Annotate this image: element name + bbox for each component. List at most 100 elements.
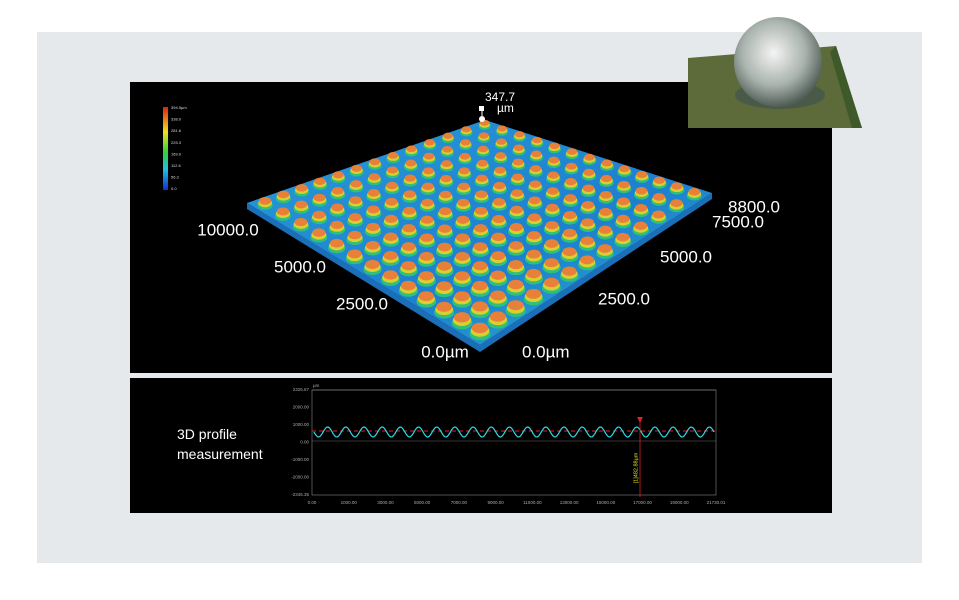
bump-top xyxy=(496,138,507,145)
bump-top xyxy=(514,131,525,138)
x-tick-label: 5000.00 xyxy=(414,500,431,505)
bump-top xyxy=(546,187,559,195)
bump-top xyxy=(526,249,541,259)
bump-top xyxy=(545,239,559,248)
bump-top xyxy=(454,291,470,302)
bump-top xyxy=(421,198,434,207)
bump-top xyxy=(475,190,488,198)
bump-top xyxy=(437,242,452,252)
bump-top xyxy=(477,159,488,167)
bump-top xyxy=(418,291,434,302)
bump-top xyxy=(441,160,453,167)
bump-top xyxy=(366,222,380,232)
bump-top xyxy=(636,170,648,179)
bump-top xyxy=(458,182,470,191)
bump-top xyxy=(294,217,308,227)
x-tick-label: 9000.00 xyxy=(487,500,504,505)
z-unit: µm xyxy=(497,101,514,115)
bump-top xyxy=(562,247,577,257)
y-tick-label: -2000.00 xyxy=(291,475,309,480)
bump-top xyxy=(368,173,380,181)
bump-top xyxy=(314,177,326,185)
3d-surface xyxy=(247,119,712,352)
bump-top xyxy=(546,203,559,212)
bump-top xyxy=(564,194,577,202)
bump-top xyxy=(456,215,470,224)
bump-top xyxy=(276,207,290,216)
bump-top xyxy=(525,288,542,299)
bump-top xyxy=(401,242,416,251)
axis-label: 0.0µm xyxy=(421,342,469,361)
bump-top xyxy=(383,251,398,260)
y-tick-label: 2325.67 xyxy=(293,387,310,392)
bump-top xyxy=(582,184,595,192)
measure-arrow xyxy=(637,417,643,423)
bump-top xyxy=(491,251,506,261)
measure-label: [1]482.88µm xyxy=(633,452,639,483)
bump-top xyxy=(477,145,489,153)
bump-top xyxy=(508,279,524,290)
bump-top xyxy=(385,197,398,206)
bump-top xyxy=(442,145,453,153)
x-tick-label: 15000.00 xyxy=(596,500,615,505)
bump-top xyxy=(511,189,524,197)
bump-top xyxy=(634,203,648,212)
bump-top xyxy=(495,152,506,159)
bump-top xyxy=(401,261,416,271)
bump-top xyxy=(400,280,416,291)
z-marker-dot xyxy=(479,116,485,122)
bump-top xyxy=(383,270,398,280)
bump-top xyxy=(489,311,506,322)
bump-top xyxy=(454,312,471,323)
color-scale-label: 56.3 xyxy=(171,174,180,179)
axis-label: 10000.0 xyxy=(197,220,258,239)
bump-top xyxy=(403,190,416,198)
bump-top xyxy=(563,228,577,238)
y-tick-label: 2000.00 xyxy=(293,405,310,410)
bump-top xyxy=(507,300,524,311)
bump-top xyxy=(347,249,362,259)
bump-top xyxy=(259,197,272,205)
axis-label: 5000.0 xyxy=(274,257,326,276)
x-tick-label: 11000.00 xyxy=(523,500,542,505)
y-unit: µm xyxy=(313,383,320,388)
bump-top xyxy=(295,184,308,192)
bump-top xyxy=(455,233,470,242)
bump-top xyxy=(618,165,630,173)
color-scale-label: 112.6 xyxy=(171,163,181,168)
bump-top xyxy=(329,238,344,248)
bump-top xyxy=(420,233,434,242)
bump-top xyxy=(472,301,488,312)
bump-top xyxy=(458,167,470,175)
color-scale-label: 281.6 xyxy=(171,128,182,133)
z-marker-box xyxy=(479,106,484,111)
bump-top xyxy=(583,168,595,176)
bump-top xyxy=(403,206,416,215)
bump-top xyxy=(350,180,362,188)
bump-top xyxy=(348,213,362,222)
bump-top xyxy=(529,180,541,188)
bump-top xyxy=(312,210,326,219)
bump-top xyxy=(367,205,380,214)
bump-top xyxy=(365,259,380,269)
bump-top xyxy=(312,228,326,237)
bump-top xyxy=(404,174,416,182)
bump-top xyxy=(386,181,398,190)
bump-top xyxy=(584,153,595,161)
bump-top xyxy=(508,260,524,270)
bump-top xyxy=(528,196,541,205)
bump-top xyxy=(490,270,506,280)
bump-top xyxy=(406,145,417,153)
bump-top xyxy=(474,206,488,215)
bump-top xyxy=(544,258,559,268)
bump-top xyxy=(544,277,559,288)
color-scale-label: 394.5µm xyxy=(171,105,187,110)
bump-top xyxy=(598,225,612,234)
x-tick-label: 17000.00 xyxy=(633,500,652,505)
bump-top xyxy=(443,132,453,139)
dome xyxy=(734,17,822,107)
axis-label: 5000.0 xyxy=(660,247,712,266)
inset-edge xyxy=(830,46,862,128)
bump-top xyxy=(460,139,471,146)
